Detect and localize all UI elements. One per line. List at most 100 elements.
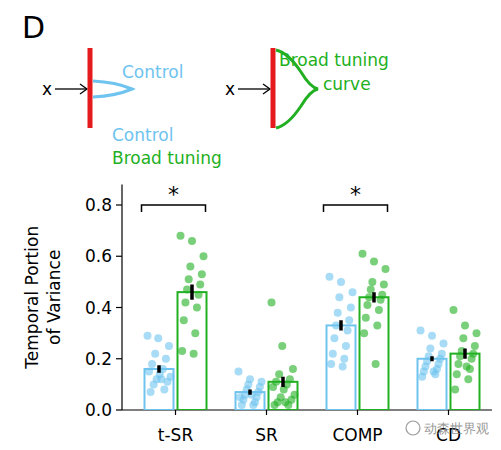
boundary (271, 48, 276, 128)
data-point (329, 350, 337, 358)
schematic-label: Control (122, 62, 183, 82)
y-tick-label: 0.4 (85, 298, 112, 318)
data-point (148, 360, 156, 368)
data-point (428, 332, 436, 340)
data-point (373, 321, 381, 329)
data-point (349, 288, 357, 296)
legend-entry: Control (112, 125, 173, 145)
data-point (145, 368, 153, 376)
data-point (162, 355, 170, 363)
x-tick-label: t-SR (158, 425, 194, 445)
y-axis-label: of Variance (44, 250, 64, 345)
data-point (330, 334, 338, 342)
data-point (363, 301, 371, 309)
data-point (417, 327, 425, 335)
schematic-label: Broad tuning (279, 50, 389, 70)
legend-entry: Broad tuning (112, 148, 222, 168)
bar (178, 292, 207, 410)
x-tick-label: COMP (332, 425, 382, 445)
data-point (185, 275, 193, 283)
data-point (382, 265, 390, 273)
data-point (377, 296, 385, 304)
data-point (362, 314, 370, 322)
y-tick (116, 358, 122, 359)
data-point (154, 334, 162, 342)
bar (360, 297, 389, 410)
data-point (368, 278, 376, 286)
data-point (468, 355, 476, 363)
data-point (360, 329, 368, 337)
x-tick (357, 410, 358, 415)
x-tick (175, 410, 176, 415)
error-bar (372, 292, 376, 302)
y-axis-label: Temporal Portion (22, 226, 42, 370)
data-point (459, 334, 467, 342)
data-point (198, 270, 206, 278)
tuning-curve (93, 81, 132, 97)
data-point (236, 393, 244, 401)
data-point (281, 398, 289, 406)
data-point (337, 278, 345, 286)
data-point (165, 342, 173, 350)
data-point (430, 368, 438, 376)
significance-star: * (350, 182, 361, 207)
data-point (186, 263, 194, 271)
data-point (200, 252, 208, 260)
data-point (157, 375, 165, 383)
error-bar (190, 284, 194, 299)
panel-label: D (22, 10, 45, 45)
input-label: x (225, 79, 235, 99)
schematic: x Broad tuning curve (225, 48, 389, 128)
error-bar (157, 365, 161, 373)
arrow-head (80, 84, 87, 94)
data-point (178, 347, 186, 355)
data-point (150, 380, 158, 388)
data-point (451, 386, 459, 394)
y-tick (116, 307, 122, 308)
data-point (151, 350, 159, 358)
data-point (453, 370, 461, 378)
data-point (471, 342, 479, 350)
error-bar (281, 377, 285, 387)
error-bar (430, 356, 434, 361)
data-point (195, 291, 203, 299)
data-point (180, 316, 188, 324)
data-point (335, 293, 343, 301)
data-point (181, 298, 189, 306)
data-point (340, 355, 348, 363)
plot-area (144, 232, 481, 410)
y-tick (116, 256, 122, 257)
data-point (450, 306, 458, 314)
arrow-head (263, 84, 270, 94)
data-point (238, 401, 246, 409)
data-point (147, 388, 155, 396)
data-point (426, 345, 434, 353)
bar (418, 359, 447, 410)
error-bar (339, 320, 343, 330)
input-label: x (42, 79, 52, 99)
data-point (473, 329, 481, 337)
data-point (440, 339, 448, 347)
data-point (144, 332, 152, 340)
data-point (456, 352, 464, 360)
data-point (289, 365, 297, 373)
data-point (339, 362, 347, 370)
y-tick (116, 204, 122, 205)
watermark: 动森世界观 (424, 421, 489, 436)
data-point (375, 306, 383, 314)
chart: Dx Control x Broad tuning curve Control Broad … (0, 0, 501, 450)
data-point (193, 304, 201, 312)
data-point (372, 360, 380, 368)
schematic-label: curve (323, 74, 371, 94)
error-bar (463, 349, 467, 359)
y-tick (116, 409, 122, 410)
data-point (418, 373, 426, 381)
error-bar (248, 390, 252, 395)
data-point (183, 286, 191, 294)
data-point (249, 401, 257, 409)
data-point (334, 309, 342, 317)
x-tick (448, 410, 449, 415)
y-tick-label: 0.2 (85, 349, 112, 369)
data-point (463, 362, 471, 370)
watermark-icon (406, 421, 420, 435)
